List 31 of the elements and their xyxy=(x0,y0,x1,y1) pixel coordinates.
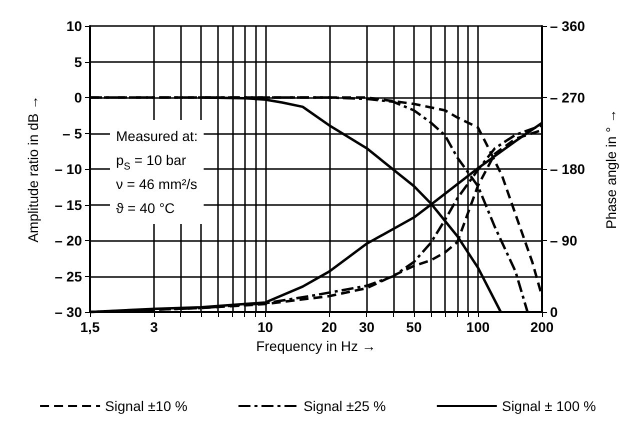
y2-tick-label: 0 xyxy=(550,304,558,320)
y2-tick-label: – 360 xyxy=(550,18,586,34)
y-tick-label: – 25 xyxy=(54,268,82,284)
annotation: ν = 46 mm²/s xyxy=(116,176,198,192)
legend-label: Signal ±25 % xyxy=(303,398,386,414)
y-tick-label: 0 xyxy=(74,90,82,106)
annotation: ϑ = 40 °C xyxy=(116,200,175,216)
y-tick-label: – 30 xyxy=(54,304,82,320)
x-tick-label: 20 xyxy=(322,319,338,335)
x-tick-label: 3 xyxy=(150,319,158,335)
y2-tick-label: – 90 xyxy=(550,232,578,248)
y2-axis-title: Phase angle in ° → xyxy=(603,108,619,230)
y-tick-label: – 15 xyxy=(54,196,82,213)
y-tick-label: – 5 xyxy=(62,125,82,142)
y2-tick-label: – 270 xyxy=(550,90,586,106)
x-tick-label: 200 xyxy=(530,319,554,335)
x-tick-label: 50 xyxy=(406,319,422,335)
x-axis-title: Frequency in Hz → xyxy=(256,338,376,354)
legend-label: Signal ± 100 % xyxy=(502,398,596,414)
x-tick-label: 10 xyxy=(257,319,274,335)
y-axis-title: Amplitude ratio in dB → xyxy=(25,95,41,243)
legend-label: Signal ±10 % xyxy=(105,398,188,414)
y-tick-label: 5 xyxy=(74,54,82,70)
annotation: Measured at: xyxy=(116,128,198,144)
y2-tick-label: – 180 xyxy=(550,161,586,177)
x-tick-label: 30 xyxy=(358,319,375,335)
x-tick-label: 1,5 xyxy=(80,319,100,335)
y-tick-label: – 20 xyxy=(54,232,82,248)
y-tick-label: – 10 xyxy=(54,161,82,177)
x-tick-label: 100 xyxy=(466,319,490,335)
y-tick-label: 10 xyxy=(66,18,82,34)
